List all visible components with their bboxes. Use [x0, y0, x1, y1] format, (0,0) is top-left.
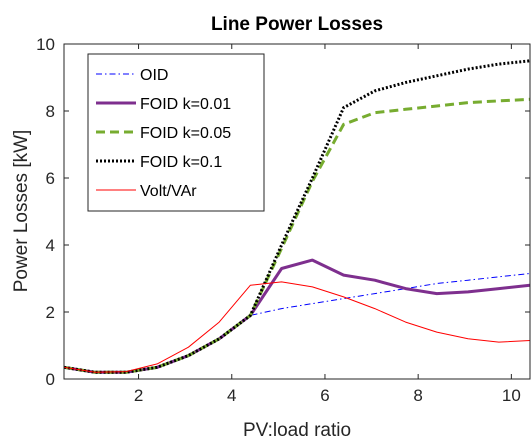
- y-tick-label: 2: [46, 303, 55, 322]
- legend-label: Volt/VAr: [140, 183, 197, 200]
- chart-title: Line Power Losses: [211, 14, 383, 35]
- legend-label: FOID k=0.01: [140, 96, 231, 113]
- x-axis-label: PV:load ratio: [243, 420, 351, 441]
- y-tick-label: 10: [36, 35, 55, 54]
- x-tick-label: 8: [413, 386, 422, 405]
- y-tick-label: 8: [46, 102, 55, 121]
- legend-label: FOID k=0.1: [140, 154, 222, 171]
- y-tick-label: 4: [46, 236, 55, 255]
- series-line-4: [63, 59, 531, 374]
- x-tick-label: 6: [320, 386, 329, 405]
- series-line-5: [63, 281, 531, 373]
- y-tick-label: 6: [46, 169, 55, 188]
- y-axis-label: Power Losses [kW]: [11, 130, 32, 293]
- x-tick-label: 10: [502, 386, 521, 405]
- series-layer: [63, 59, 531, 374]
- legend: OID FOID k=0.01 FOID k=0.05 FOID k=0.1 Volt/…: [87, 53, 265, 212]
- x-tick-label: 4: [227, 386, 236, 405]
- tick-layer: 2 4 6 8 10 0 2 4 6 8 10: [36, 35, 530, 405]
- legend-label: OID: [140, 67, 168, 84]
- y-tick-label: 0: [46, 370, 55, 389]
- x-tick-label: 2: [134, 386, 143, 405]
- plot-frame: [63, 43, 531, 380]
- legend-label: FOID k=0.05: [140, 125, 231, 142]
- series-line-1: [63, 273, 531, 373]
